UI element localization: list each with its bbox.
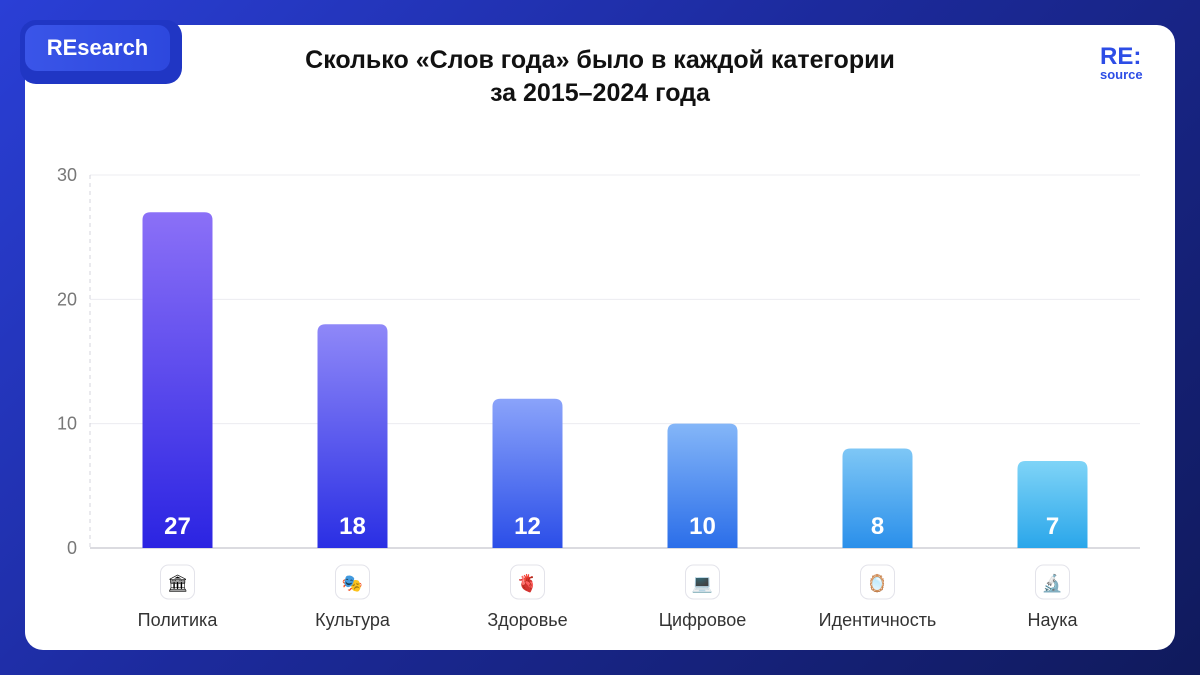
grid-layer <box>89 174 1140 549</box>
performing-arts-icon: 🎭 <box>342 574 363 594</box>
resource-logo: RE: source <box>1100 44 1160 82</box>
chart-title: Сколько «Слов года» было в каждой катего… <box>200 44 1000 110</box>
y-tick-label: 20 <box>57 289 77 309</box>
anatomical-heart-icon-tile <box>510 564 545 600</box>
category-label: Культура <box>315 610 391 630</box>
classical-building-icon: 🏛 <box>167 574 189 594</box>
bar-4 <box>667 423 738 548</box>
bar-5 <box>842 448 913 548</box>
chart-card <box>25 25 1175 650</box>
logo-sub: source <box>1100 67 1143 82</box>
category-label: Политика <box>138 610 219 630</box>
chart-title-line-2: за 2015–2024 года <box>490 79 710 107</box>
logo-main: RE: <box>1100 43 1142 70</box>
bar-value-label: 18 <box>339 513 366 540</box>
microscope-icon: 🔬 <box>1042 573 1063 594</box>
category-label: Здоровье <box>487 610 567 630</box>
bar-value-label: 12 <box>514 513 541 540</box>
bar-value-label: 10 <box>689 513 716 540</box>
category-label: Наука <box>1027 610 1078 630</box>
bar-6 <box>1017 460 1088 548</box>
y-tick-label: 10 <box>57 414 77 434</box>
anatomical-heart-icon: 🫀 <box>517 573 538 594</box>
category-label: Идентичность <box>819 610 937 630</box>
laptop-icon-tile <box>685 564 720 600</box>
bar-value-label: 27 <box>164 513 191 540</box>
bar-value-label: 7 <box>1046 513 1059 540</box>
bar-2 <box>317 324 388 548</box>
y-tick-label: 30 <box>57 165 77 185</box>
mirror-icon-tile <box>860 564 895 600</box>
bars-layer <box>142 212 1088 549</box>
bar-3 <box>492 398 563 548</box>
bar-value-label: 8 <box>871 513 884 540</box>
chart-title-line-1: Сколько «Слов года» было в каждой катего… <box>305 46 895 74</box>
y-tick-label: 0 <box>67 538 77 558</box>
mirror-icon: 🪞 <box>867 573 888 594</box>
classical-building-icon-tile <box>160 564 195 600</box>
microscope-icon-tile <box>1035 564 1070 600</box>
labels-layer: 0 10 20 30 27 🏛 Политика 18 🎭 Культура 12 🫀 Здоровье… <box>57 165 1079 630</box>
bar-1 <box>142 212 213 549</box>
laptop-icon: 💻 <box>692 574 713 594</box>
category-label: Цифровое <box>659 610 747 630</box>
research-badge: REsearch <box>25 25 170 71</box>
performing-arts-icon-tile <box>335 564 370 600</box>
